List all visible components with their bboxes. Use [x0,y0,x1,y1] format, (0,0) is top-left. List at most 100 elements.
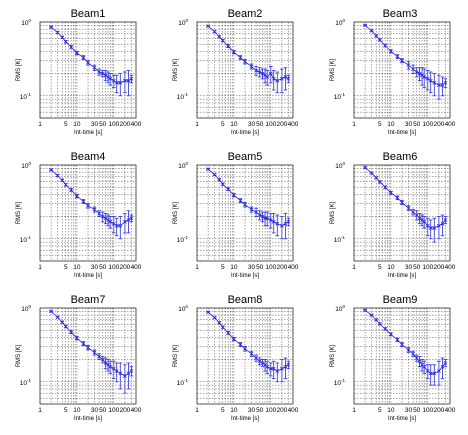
marker-x-b [114,369,119,373]
marker-x-b [283,75,288,79]
data-point [217,320,222,325]
panel-title: Beam5 [228,151,263,163]
data-point [400,342,404,347]
marker-x-b [400,58,404,63]
marker-x-b [100,214,105,219]
data-point [97,353,101,360]
y-axis-label: RMS [K] [173,345,179,368]
data-point [75,193,79,199]
x-tick-label: 400 [445,407,456,414]
marker-x-b [92,350,97,355]
data-point [411,64,415,74]
x-axis-label: Int-time [s] [231,416,259,422]
y-tick-exponent: 0 [185,304,188,309]
data-point [422,216,427,229]
marker-x-b [111,221,116,226]
marker-x-b [437,223,441,228]
marker-x-b [238,342,243,347]
marker-x-b [443,80,448,85]
data-point [108,73,113,86]
plot-frame [39,307,137,405]
marker-x-b [232,337,236,341]
data-point [280,359,284,383]
series-line [207,25,289,82]
marker-x-b [118,80,123,85]
data-point [55,173,60,178]
marker-x-b [389,190,393,195]
data-point [432,364,437,386]
data-point [395,54,400,59]
data-point [55,30,60,35]
data-point [383,185,388,190]
marker-x-b [280,366,284,371]
x-tick-label: 200 [119,264,130,271]
data-point [226,331,231,335]
series-line [50,26,132,84]
data-point [206,24,210,28]
marker-x-b [268,71,273,76]
data-point [63,182,68,187]
x-tick-label: 1 [352,407,356,414]
marker-x-b [425,369,430,373]
marker-x-b [271,366,276,371]
marker-x-b [414,70,419,74]
marker-x-b [129,369,134,373]
marker-x-b [383,327,388,331]
x-axis-label: Int-time [s] [231,273,259,279]
marker-x-b [106,218,110,222]
marker-x-b [417,71,422,76]
marker-x-b [86,203,90,208]
y-axis-label: RMS [K] [330,345,336,368]
marker-x-b [106,75,110,79]
y-tick-label: 100 [178,304,188,313]
marker-x-b [111,366,116,371]
data-point [260,359,265,368]
x-tick-label: 200 [433,264,444,271]
marker-x-b [377,180,382,184]
marker-x-b [432,371,437,376]
data-point [271,70,276,91]
marker-x-b [420,73,424,78]
data-point [243,202,247,208]
marker-x-b [129,76,134,81]
marker-x-b [280,223,284,228]
data-point [55,315,60,320]
x-axis-label: Int-time [s] [388,273,416,279]
data-point [389,190,393,195]
x-tick-label: 1 [38,121,42,128]
y-tick-label: 10-1 [177,92,189,101]
x-tick-label: 30 [405,407,413,414]
marker-x-b [103,361,108,365]
x-tick-label: 50 [99,264,107,271]
marker-x-b [437,369,441,373]
marker-x-b [81,199,86,204]
marker-x-b [411,351,415,356]
data-point [440,214,445,237]
marker-x-b [440,83,445,87]
data-point [114,362,119,383]
x-tick-label: 400 [131,121,142,128]
data-point [443,78,448,88]
marker-x-b [129,216,134,221]
data-point [400,200,404,206]
data-point [217,34,222,39]
x-tick-label: 100 [422,407,433,414]
y-tick-label: 100 [21,304,31,313]
marker-x-b [106,362,110,367]
x-tick-label: 50 [256,407,264,414]
data-point [69,330,74,335]
marker-x-b [63,324,68,329]
y-axis-label: RMS [K] [16,202,22,225]
data-point [60,178,65,183]
y-tick-label: 100 [335,304,345,313]
x-tick-label: 50 [99,407,107,414]
marker-x-b [286,362,291,367]
marker-x-b [363,23,367,28]
data-point [260,68,265,80]
marker-x-b [377,38,382,42]
data-point [212,315,217,320]
y-tick-label: 10-1 [20,378,32,387]
data-point [103,213,108,225]
data-point [108,360,113,374]
